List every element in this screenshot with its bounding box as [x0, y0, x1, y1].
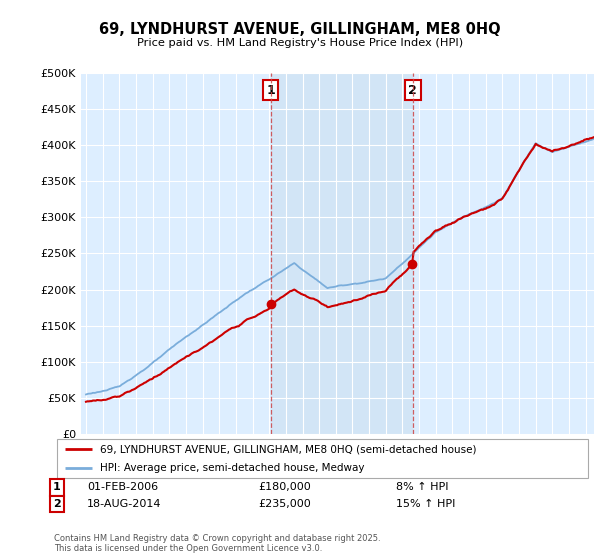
- Text: £235,000: £235,000: [258, 499, 311, 509]
- Text: 1: 1: [266, 83, 275, 97]
- Text: 2: 2: [53, 499, 61, 509]
- Text: 2: 2: [409, 83, 417, 97]
- Text: £180,000: £180,000: [258, 482, 311, 492]
- Text: 69, LYNDHURST AVENUE, GILLINGHAM, ME8 0HQ: 69, LYNDHURST AVENUE, GILLINGHAM, ME8 0H…: [99, 22, 501, 38]
- FancyBboxPatch shape: [56, 439, 589, 478]
- Bar: [271, 73, 413, 434]
- Text: 1: 1: [53, 482, 61, 492]
- Text: 01-FEB-2006: 01-FEB-2006: [87, 482, 158, 492]
- Text: 15% ↑ HPI: 15% ↑ HPI: [396, 499, 455, 509]
- Text: Contains HM Land Registry data © Crown copyright and database right 2025.
This d: Contains HM Land Registry data © Crown c…: [54, 534, 380, 553]
- Text: 8% ↑ HPI: 8% ↑ HPI: [396, 482, 449, 492]
- Text: Price paid vs. HM Land Registry's House Price Index (HPI): Price paid vs. HM Land Registry's House …: [137, 38, 463, 48]
- Text: HPI: Average price, semi-detached house, Medway: HPI: Average price, semi-detached house,…: [100, 463, 364, 473]
- Text: 18-AUG-2014: 18-AUG-2014: [87, 499, 161, 509]
- Text: 69, LYNDHURST AVENUE, GILLINGHAM, ME8 0HQ (semi-detached house): 69, LYNDHURST AVENUE, GILLINGHAM, ME8 0H…: [100, 445, 476, 454]
